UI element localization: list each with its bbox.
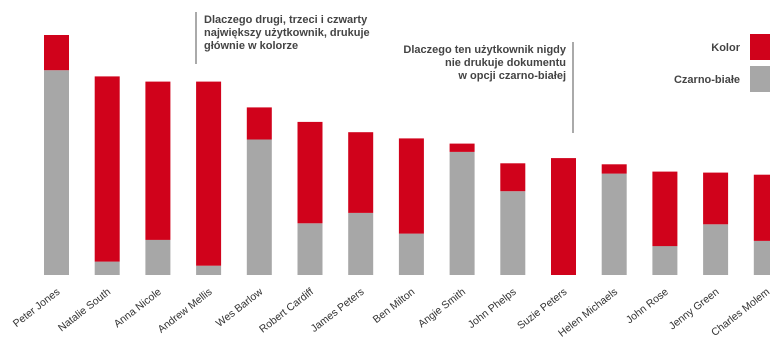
bar-kolor-andrew-mellis — [196, 81, 222, 266]
bar-czarno-bia-e-ben-milton — [398, 233, 424, 275]
annotation-color-users-line-2: największy użytkownik, drukuje — [204, 27, 370, 39]
bar-kolor-anna-nicole — [145, 81, 171, 240]
bar-kolor-john-phelps — [500, 163, 526, 192]
x-tick-label: John Phelps — [466, 286, 519, 331]
bar-kolor-natalie-south — [94, 76, 120, 262]
x-tick-label: Angie Smith — [416, 286, 468, 330]
legend-label-kolor: Kolor — [711, 42, 740, 54]
bar-kolor-helen-michaels — [601, 164, 627, 174]
bar-kolor-angie-smith — [449, 143, 475, 152]
annotation-no-bw-line-1: Dlaczego ten użytkownik nigdy — [403, 44, 566, 56]
annotation-color-users-line-3: głównie w kolorze — [204, 40, 298, 52]
bars-group — [44, 35, 770, 275]
bar-czarno-bia-e-angie-smith — [449, 151, 475, 275]
bar-czarno-bia-e-wes-barlow — [246, 139, 272, 275]
bar-czarno-bia-e-peter-jones — [44, 70, 69, 275]
bar-czarno-bia-e-andrew-mellis — [196, 265, 222, 275]
x-tick-label: Natalie South — [56, 286, 113, 334]
bar-kolor-ben-milton — [398, 138, 424, 234]
x-tick-label: Anna Nicole — [112, 286, 164, 330]
annotation-color-users-line-1: Dlaczego drugi, trzeci i czwarty — [204, 14, 368, 26]
annotation-no-bw-line-2: nie drukuje dokumentu — [445, 57, 566, 69]
x-tick-label: John Rose — [624, 286, 671, 326]
legend-swatch-kolor — [750, 34, 770, 60]
bar-czarno-bia-e-john-phelps — [500, 191, 526, 275]
bar-kolor-john-rose — [652, 171, 678, 247]
bar-czarno-bia-e-anna-nicole — [145, 239, 171, 275]
legend-swatch-czarno-bia-e — [750, 66, 770, 92]
bar-czarno-bia-e-jenny-green — [703, 224, 729, 275]
x-tick-label: Wes Barlow — [214, 286, 266, 330]
bar-kolor-jenny-green — [703, 172, 729, 225]
bar-czarno-bia-e-charles-molem — [753, 240, 770, 275]
bar-kolor-james-peters — [348, 132, 374, 213]
bar-czarno-bia-e-natalie-south — [94, 261, 120, 275]
annotations-group: Dlaczego drugi, trzeci i czwartynajwięks… — [195, 12, 574, 133]
x-tick-label: Ben Milton — [371, 286, 418, 326]
x-tick-label: James Peters — [309, 286, 367, 335]
bar-kolor-peter-jones — [44, 35, 69, 71]
bar-czarno-bia-e-robert-cardiff — [297, 223, 323, 275]
bar-czarno-bia-e-helen-michaels — [601, 173, 627, 275]
bar-kolor-suzie-peters — [551, 158, 576, 275]
bar-czarno-bia-e-john-rose — [652, 246, 678, 275]
legend-label-czarno-bia-e: Czarno-białe — [674, 74, 740, 86]
x-tick-label: Peter Jones — [11, 286, 63, 330]
x-tick-label: Andrew Mellis — [156, 286, 215, 336]
bar-kolor-charles-molem — [753, 174, 770, 241]
bar-kolor-wes-barlow — [246, 107, 272, 140]
legend: Kolor Czarno-białe — [674, 34, 770, 92]
x-tick-label: Robert Cardiff — [257, 286, 316, 336]
annotation-no-bw-line-3: w opcji czarno-białej — [457, 70, 566, 82]
bar-kolor-robert-cardiff — [297, 121, 323, 224]
bar-czarno-bia-e-james-peters — [348, 212, 374, 275]
